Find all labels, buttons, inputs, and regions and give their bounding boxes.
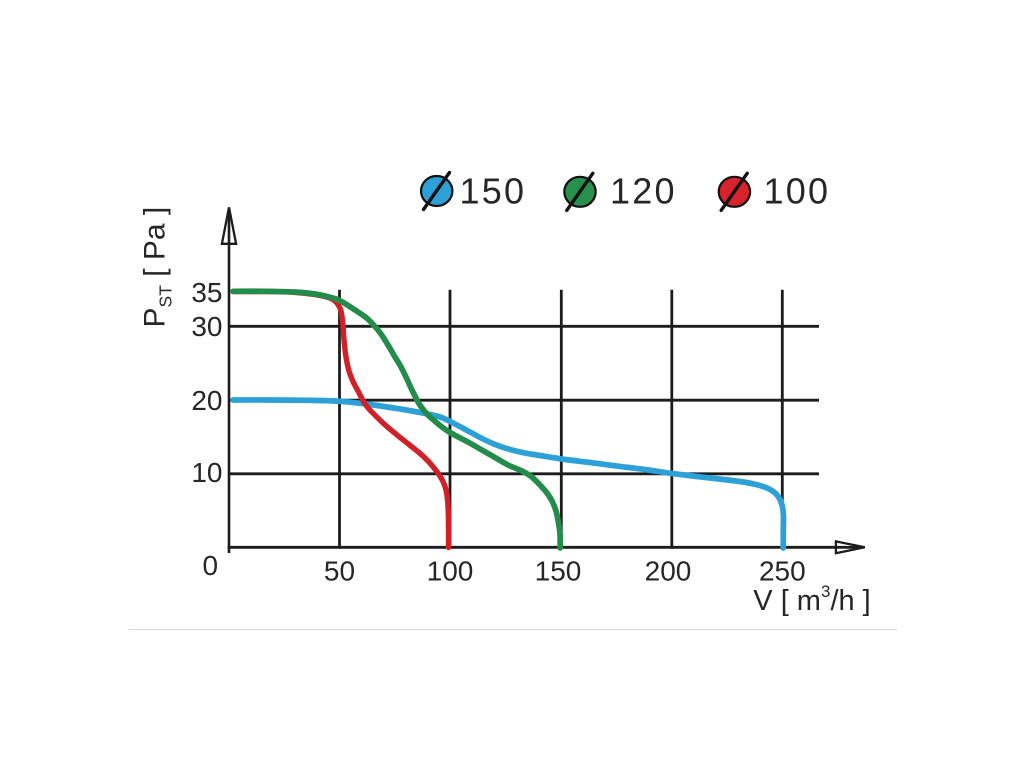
- svg-text:250: 250: [759, 555, 806, 586]
- svg-text:V [ m3/h ]: V [ m3/h ]: [753, 582, 870, 617]
- svg-text:35: 35: [191, 277, 222, 308]
- svg-text:PST [ Pa ]: PST [ Pa ]: [139, 207, 176, 328]
- svg-text:20: 20: [191, 385, 222, 416]
- svg-text:0: 0: [203, 550, 219, 581]
- svg-text:150: 150: [535, 555, 582, 586]
- svg-text:10: 10: [191, 457, 222, 488]
- svg-text:100: 100: [427, 555, 474, 586]
- svg-text:120: 120: [610, 170, 677, 211]
- svg-text:30: 30: [191, 311, 222, 342]
- svg-text:150: 150: [460, 170, 527, 211]
- svg-text:200: 200: [645, 555, 692, 586]
- svg-text:100: 100: [764, 170, 831, 211]
- svg-text:50: 50: [324, 555, 355, 586]
